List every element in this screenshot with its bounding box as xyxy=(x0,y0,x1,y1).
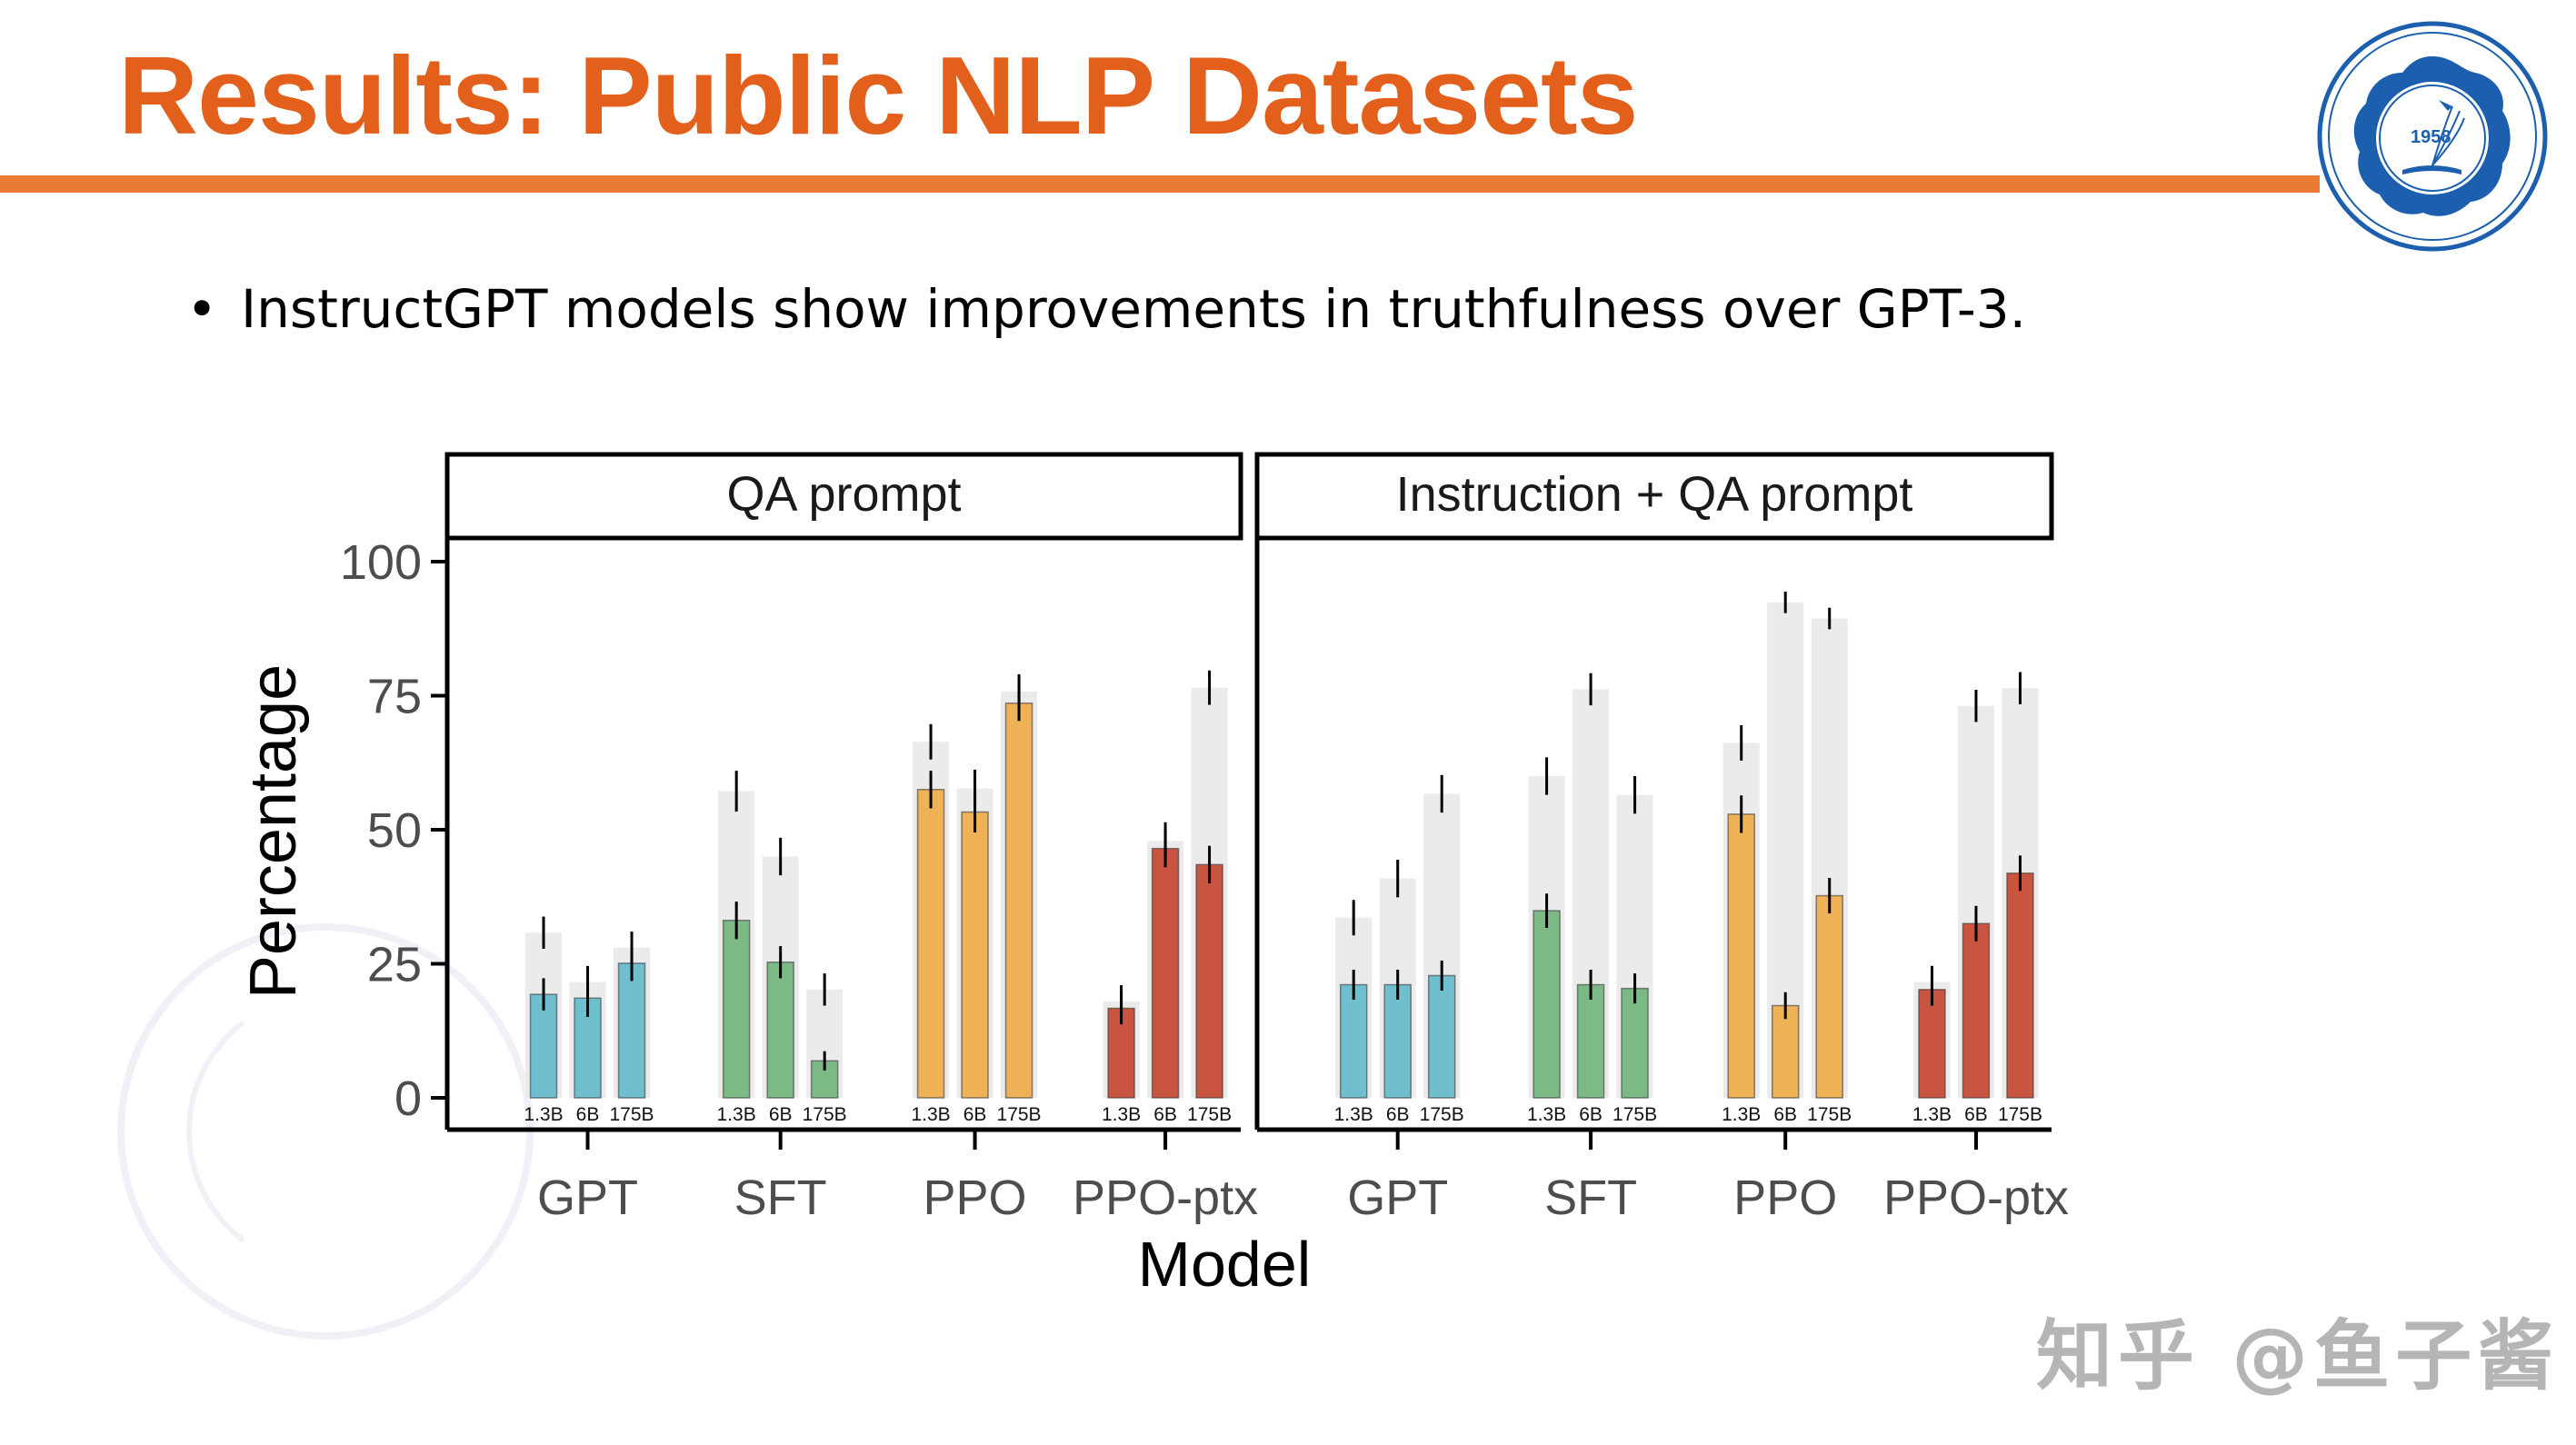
bar-gpt-175b xyxy=(617,962,646,1099)
y-tick-label: 100 xyxy=(340,535,422,590)
bar-sft-175b xyxy=(1621,987,1649,1099)
bar-size-label: 1.3B xyxy=(1722,1104,1761,1125)
title-underline-rule xyxy=(0,175,2320,193)
x-tick-label-sft: SFT xyxy=(1544,1171,1637,1225)
bar-size-label: 1.3B xyxy=(1334,1104,1373,1125)
bar-sft-6b xyxy=(766,961,794,1099)
facet-strip-qa-prompt xyxy=(444,452,1243,541)
bar-size-label: 1.3B xyxy=(717,1104,756,1125)
bar-size-label: 175B xyxy=(1420,1104,1464,1125)
bar-ppo-ptx-6b xyxy=(1962,922,1991,1099)
university-logo-icon: 1958 xyxy=(2317,21,2548,252)
x-axis-label: Model xyxy=(1138,1229,1312,1300)
facet-strip-label: QA prompt xyxy=(726,467,961,522)
bar-size-label: 1.3B xyxy=(1912,1104,1952,1125)
x-tick-label-ppo: PPO xyxy=(924,1171,1027,1225)
slide-title: Results: Public NLP Datasets xyxy=(118,34,1638,157)
bar-size-label: 1.3B xyxy=(524,1104,563,1125)
bar-size-label: 175B xyxy=(1998,1104,2042,1125)
bar-sft-1-3b xyxy=(722,919,751,1099)
bullet-item: • InstructGPT models show improvements in… xyxy=(186,273,2026,345)
bar-ppo-175b xyxy=(1815,894,1843,1099)
bar-size-label: 6B xyxy=(964,1104,987,1125)
facet-strip-instruction-qa-prompt xyxy=(1254,452,2054,541)
x-tick-label-gpt: GPT xyxy=(537,1171,638,1225)
bar-size-label: 6B xyxy=(576,1104,600,1125)
bar-size-label: 175B xyxy=(1807,1104,1852,1125)
bar-size-label: 1.3B xyxy=(1527,1104,1566,1125)
bar-sft-1-3b xyxy=(1533,910,1561,1099)
bar-size-label: 6B xyxy=(769,1104,793,1125)
y-tick-label: 0 xyxy=(394,1071,422,1126)
bar-gpt-1-3b xyxy=(529,993,558,1099)
bar-size-label: 6B xyxy=(1964,1104,1988,1125)
bar-sft-6b xyxy=(1576,983,1605,1099)
bar-ppo-6b xyxy=(1771,1004,1800,1099)
bar-size-label: 175B xyxy=(803,1104,847,1125)
bar-ppo-6b xyxy=(961,811,989,1099)
bar-ppo-ptx-6b xyxy=(1151,847,1180,1099)
bar-ppo-ptx-175b xyxy=(2006,872,2034,1099)
bar-size-label: 1.3B xyxy=(911,1104,950,1125)
bar-size-label: 6B xyxy=(1773,1104,1797,1125)
bar-size-label: 1.3B xyxy=(1102,1104,1141,1125)
y-tick-label: 50 xyxy=(367,803,422,858)
y-axis-label: Percentage xyxy=(237,664,310,999)
bar-ppo-1-3b xyxy=(1727,813,1755,1099)
facet-strip-label: Instruction + QA prompt xyxy=(1396,467,1913,522)
bar-size-label: 175B xyxy=(1612,1104,1657,1125)
watermark-text: 知乎 @鱼子酱 xyxy=(2036,1311,2560,1400)
bar-ppo-ptx-175b xyxy=(1195,863,1223,1099)
bar-gpt-1-3b xyxy=(1339,983,1368,1099)
y-tick-label: 25 xyxy=(367,938,422,992)
bar-size-label: 175B xyxy=(609,1104,654,1125)
bar-gpt-175b xyxy=(1427,974,1456,1099)
bar-ppo-175b xyxy=(1004,703,1033,1099)
bar-size-label: 6B xyxy=(1579,1104,1603,1125)
logo-year: 1958 xyxy=(2411,127,2451,147)
bar-size-label: 175B xyxy=(1187,1104,1232,1125)
y-tick-label: 75 xyxy=(367,670,422,724)
bar-ppo-1-3b xyxy=(916,789,945,1099)
bar-ppo-ptx-1-3b xyxy=(1918,989,1946,1099)
x-tick-label-sft: SFT xyxy=(734,1171,827,1225)
x-tick-label-ppo: PPO xyxy=(1733,1171,1837,1225)
bar-size-label: 175B xyxy=(997,1104,1042,1125)
x-tick-label-ppo-ptx: PPO-ptx xyxy=(1073,1171,1258,1225)
bar-size-label: 6B xyxy=(1153,1104,1177,1125)
x-tick-label-ppo-ptx: PPO-ptx xyxy=(1883,1171,2069,1225)
bar-size-label: 6B xyxy=(1386,1104,1410,1125)
bullet-text: InstructGPT models show improvements in … xyxy=(241,278,2027,340)
bullet-dot-icon: • xyxy=(186,278,218,340)
x-tick-label-gpt: GPT xyxy=(1347,1171,1448,1225)
bar-gpt-6b xyxy=(1383,983,1412,1099)
